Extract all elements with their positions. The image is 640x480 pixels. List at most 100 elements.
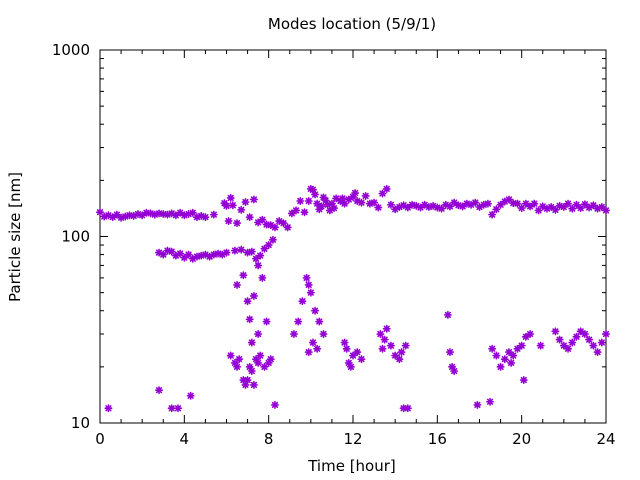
data-point (306, 288, 315, 297)
data-point (249, 195, 258, 204)
data-point (564, 199, 573, 208)
data-point (601, 206, 611, 215)
x-tick-label: 20 (512, 430, 531, 448)
data-point (378, 189, 387, 198)
data-point (298, 297, 307, 306)
data-point (155, 386, 164, 395)
data-point (351, 189, 360, 198)
data-point (247, 247, 256, 256)
data-point (483, 199, 492, 208)
data-point (517, 341, 526, 350)
x-tick-label: 12 (343, 430, 362, 448)
data-point (601, 330, 611, 339)
data-point (289, 330, 298, 339)
data-point (500, 355, 509, 364)
data-point (382, 184, 391, 193)
data-point (243, 376, 252, 385)
data-point (245, 315, 254, 324)
data-point (186, 391, 195, 400)
data-point (509, 351, 518, 360)
data-point (138, 211, 147, 220)
data-point (294, 317, 303, 326)
data-point (304, 348, 313, 357)
data-point (247, 338, 256, 347)
data-point (249, 291, 258, 300)
data-point (176, 208, 185, 217)
data-point (292, 206, 301, 215)
data-point (270, 400, 279, 409)
data-point (593, 348, 602, 357)
data-point (492, 205, 501, 214)
data-point (302, 273, 311, 282)
data-point (395, 355, 404, 364)
data-point (233, 219, 242, 228)
data-point (580, 330, 589, 339)
data-point (313, 199, 322, 208)
data-point (380, 335, 389, 344)
data-point (376, 330, 385, 339)
data-point (342, 344, 351, 353)
data-point (536, 341, 545, 350)
x-tick-label: 24 (596, 430, 615, 448)
data-point (264, 241, 273, 250)
data-point (589, 341, 598, 350)
data-point (551, 327, 560, 336)
data-point (450, 198, 459, 207)
data-point (300, 208, 309, 217)
data-point (378, 344, 387, 353)
data-point (486, 397, 495, 406)
data-point (488, 210, 497, 219)
data-point (174, 404, 183, 413)
data-point (386, 341, 395, 350)
data-point (589, 201, 598, 210)
data-point (317, 202, 326, 211)
data-point (458, 202, 467, 211)
data-point (572, 200, 581, 209)
data-point (222, 201, 231, 210)
data-point (239, 271, 248, 280)
y-axis-label: Particle size [nm] (6, 172, 24, 302)
data-point (416, 203, 425, 212)
data-point (374, 203, 383, 212)
data-point (266, 355, 275, 364)
data-point (330, 204, 339, 213)
x-tick-label: 0 (95, 430, 105, 448)
data-point (260, 244, 269, 253)
data-point (313, 344, 322, 353)
x-tick-label: 4 (180, 430, 190, 448)
data-point (104, 404, 113, 413)
data-point (403, 404, 412, 413)
data-point (534, 206, 543, 215)
x-axis-label: Time [hour] (307, 457, 396, 475)
data-point (258, 273, 267, 282)
data-point (167, 404, 176, 413)
data-point (237, 245, 246, 254)
data-point (226, 193, 235, 202)
y-tick-labels: 10 100 1000 (52, 41, 90, 432)
y-tick-label: 1000 (52, 41, 90, 59)
data-point (243, 297, 252, 306)
data-point (507, 358, 516, 367)
x-tick-label: 8 (264, 430, 274, 448)
data-point (270, 223, 279, 232)
data-point (201, 213, 210, 222)
data-point (222, 248, 231, 257)
data-point (597, 338, 606, 347)
data-point (268, 235, 277, 244)
data-point (488, 344, 497, 353)
data-points (96, 184, 611, 413)
data-point (254, 261, 263, 270)
x-tick-labels: 0 4 8 12 16 20 24 (95, 430, 615, 448)
data-point (256, 251, 265, 260)
data-point (304, 280, 313, 289)
data-point (340, 338, 349, 347)
data-point (397, 348, 406, 357)
data-point (129, 211, 138, 220)
data-point (230, 246, 239, 255)
data-point (572, 332, 581, 341)
data-point (311, 306, 320, 315)
data-point (315, 317, 324, 326)
data-point (249, 380, 258, 389)
data-point (526, 330, 535, 339)
